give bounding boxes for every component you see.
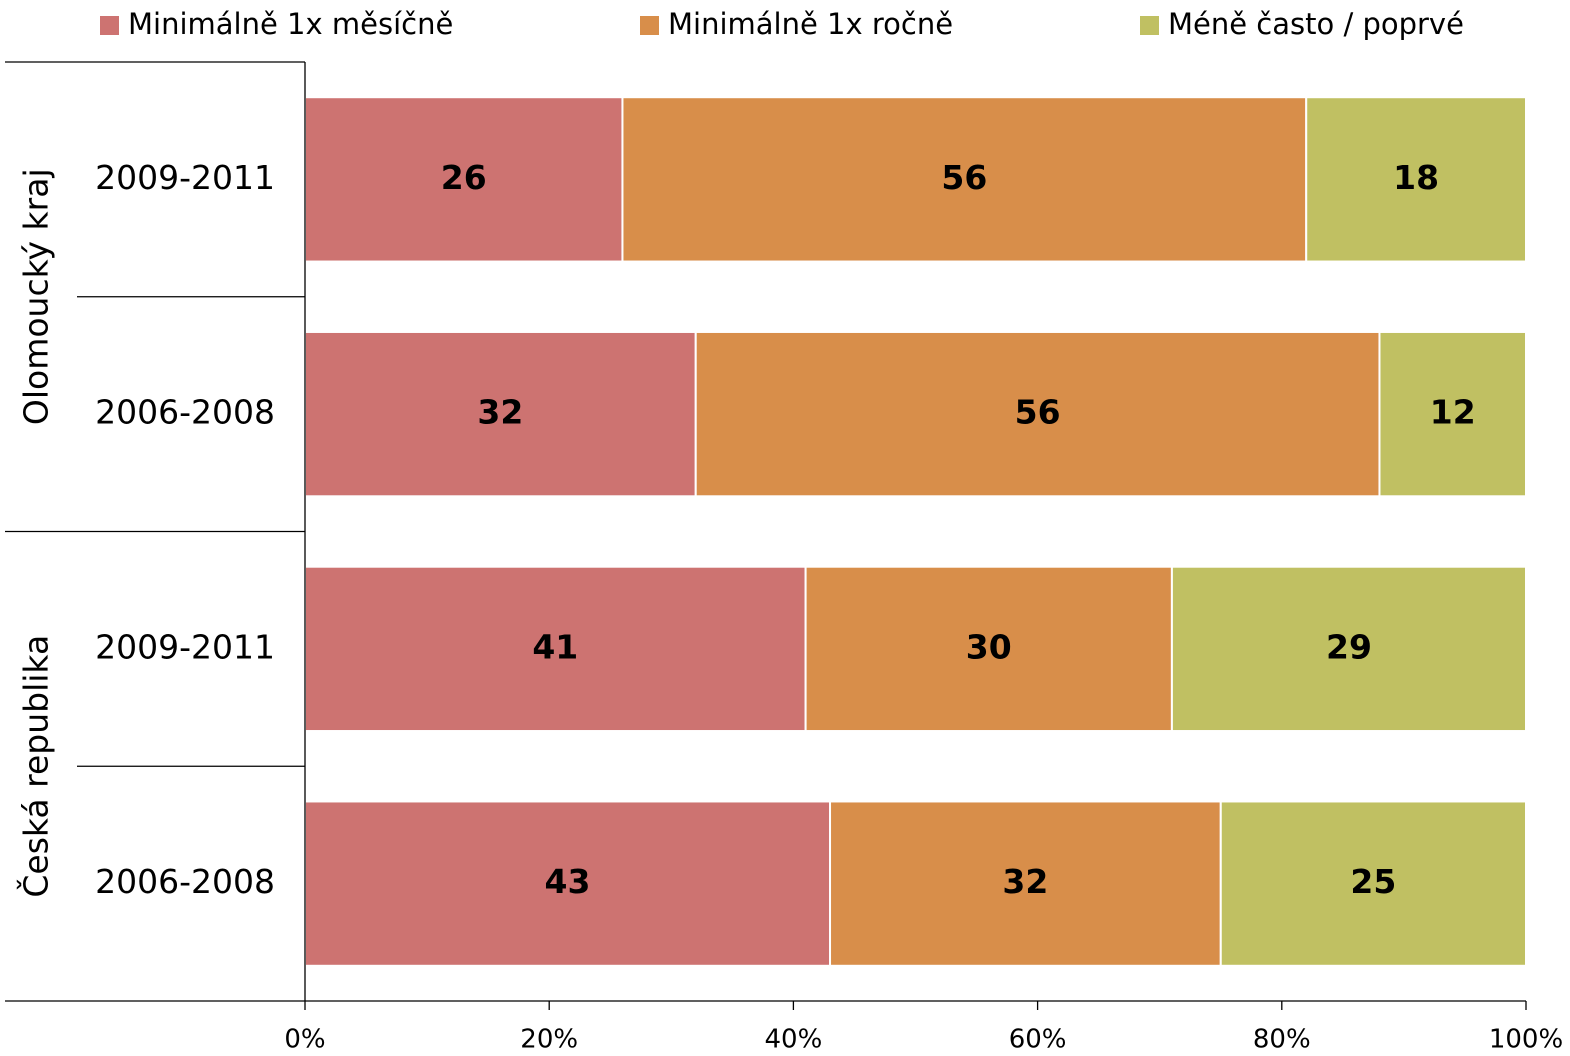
- x-tick-label: 20%: [520, 1025, 578, 1055]
- legend-swatch: [100, 16, 119, 35]
- x-tick-label: 0%: [284, 1025, 325, 1055]
- category-label: 2006-2008: [95, 862, 275, 901]
- bar-segment: [304, 565, 807, 733]
- data-label: 56: [941, 158, 987, 197]
- bar-segment: [694, 330, 1381, 498]
- data-label: 18: [1393, 158, 1439, 197]
- legend-label: Méně často / poprvé: [1168, 7, 1464, 41]
- legend-label: Minimálně 1x ročně: [668, 7, 953, 41]
- bar-segment: [304, 330, 697, 498]
- data-label: 56: [1015, 393, 1061, 432]
- data-label: 26: [441, 158, 487, 197]
- bar-segment: [1378, 330, 1527, 498]
- category-label: 2009-2011: [95, 158, 275, 197]
- bar-segment: [304, 800, 832, 967]
- category-label: 2009-2011: [95, 627, 275, 666]
- data-label: 30: [966, 627, 1012, 666]
- x-tick-label: 80%: [1253, 1025, 1311, 1055]
- data-label: 29: [1326, 627, 1372, 666]
- bar-segment: [1305, 96, 1527, 263]
- data-label: 41: [532, 627, 578, 666]
- bar-segment: [304, 96, 624, 263]
- group-label: Česká republika: [16, 635, 56, 898]
- legend-label: Minimálně 1x měsíčně: [128, 7, 453, 41]
- data-label: 25: [1350, 862, 1396, 901]
- x-tick-label: 40%: [765, 1025, 823, 1055]
- bar-segment: [621, 96, 1308, 263]
- x-tick-label: 100%: [1489, 1025, 1563, 1055]
- bar-segment: [1170, 565, 1528, 733]
- x-tick-label: 60%: [1009, 1025, 1067, 1055]
- data-label: 32: [477, 393, 523, 432]
- group-label: Olomoucký kraj: [17, 168, 56, 425]
- category-label: 2006-2008: [95, 393, 275, 432]
- data-label: 12: [1430, 393, 1476, 432]
- bar-segment: [1219, 800, 1527, 967]
- legend-swatch: [1140, 16, 1159, 35]
- data-label: 32: [1002, 862, 1048, 901]
- legend-swatch: [640, 16, 659, 35]
- bar-segment: [804, 565, 1173, 733]
- data-label: 43: [545, 862, 591, 901]
